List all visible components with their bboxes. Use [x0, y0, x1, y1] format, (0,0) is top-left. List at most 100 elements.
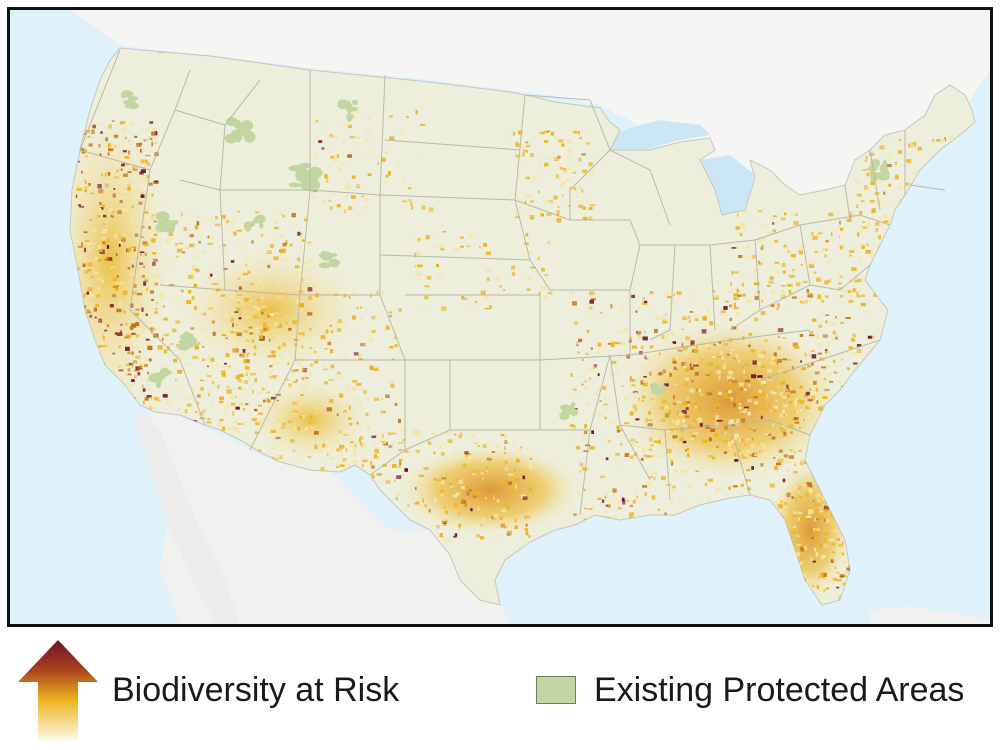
risk-speck [104, 220, 108, 223]
risk-speck [667, 454, 672, 459]
risk-speck [817, 499, 821, 503]
risk-speck [129, 248, 134, 251]
risk-speck [526, 288, 531, 291]
risk-speck [131, 323, 137, 328]
risk-speck [339, 394, 342, 398]
risk-speck [694, 318, 699, 321]
risk-speck [127, 187, 131, 191]
risk-speck [603, 403, 609, 406]
risk-speck [871, 208, 876, 213]
risk-speck [389, 115, 393, 118]
risk-speck [503, 479, 509, 483]
risk-speck [243, 359, 247, 364]
risk-speck [232, 323, 234, 328]
risk-speck [713, 295, 719, 298]
risk-speck [646, 481, 652, 486]
risk-speck [329, 133, 334, 138]
risk-speck [816, 528, 820, 531]
risk-speck [621, 385, 624, 388]
risk-speck [132, 291, 137, 295]
risk-speck [860, 179, 863, 184]
risk-speck [811, 387, 817, 391]
risk-speck [107, 258, 113, 261]
risk-speck [374, 449, 379, 454]
risk-speck [542, 296, 548, 301]
risk-speck [439, 533, 443, 538]
risk-speck [191, 265, 196, 269]
risk-speck [137, 139, 139, 143]
risk-speck [262, 286, 265, 291]
risk-speck [495, 274, 499, 279]
risk-speck [514, 525, 519, 530]
risk-speck [529, 217, 534, 220]
risk-speck [81, 152, 87, 156]
risk-speck [807, 294, 810, 298]
risk-speck [221, 214, 226, 219]
risk-speck [496, 499, 500, 503]
risk-speck [129, 333, 132, 338]
risk-speck [314, 407, 318, 410]
risk-speck [400, 429, 403, 433]
risk-speck [341, 308, 344, 312]
risk-speck [596, 337, 599, 340]
risk-speck [209, 380, 216, 384]
risk-speck [150, 396, 153, 400]
risk-speck [596, 350, 601, 354]
risk-speck [643, 376, 647, 378]
risk-speck [124, 156, 130, 159]
protected-area-patch [879, 163, 888, 174]
risk-speck [839, 551, 843, 555]
risk-speck [695, 470, 699, 472]
risk-speck [91, 129, 95, 135]
risk-speck [221, 330, 227, 334]
risk-speck [391, 432, 397, 435]
risk-speck [287, 362, 290, 365]
risk-speck [293, 425, 297, 430]
risk-speck [330, 395, 334, 400]
risk-speck [810, 350, 815, 352]
risk-speck [226, 219, 229, 224]
risk-speck [107, 238, 110, 243]
risk-speck [537, 163, 541, 167]
risk-speck [824, 254, 827, 258]
risk-speck [686, 453, 690, 457]
risk-speck [280, 248, 286, 254]
risk-speck [616, 342, 622, 345]
risk-speck [582, 216, 588, 221]
protected-area-patch [161, 370, 172, 376]
risk-speck [508, 473, 514, 476]
risk-speck [740, 274, 746, 278]
risk-speck [822, 396, 828, 399]
risk-speck [757, 393, 763, 397]
risk-speck [75, 185, 80, 188]
risk-speck [193, 283, 198, 288]
risk-speck [454, 449, 456, 452]
risk-speck [706, 392, 713, 396]
risk-speck [700, 452, 704, 457]
risk-speck [818, 406, 822, 411]
risk-speck [224, 409, 227, 414]
risk-speck [189, 243, 195, 248]
risk-speck [778, 328, 784, 333]
risk-speck [660, 406, 664, 410]
risk-speck [729, 317, 732, 321]
risk-speck [370, 461, 373, 466]
risk-speck [336, 413, 339, 417]
risk-speck [259, 418, 263, 424]
risk-speck [570, 393, 573, 396]
risk-speck [812, 560, 816, 563]
risk-speck [644, 355, 647, 360]
risk-speck [235, 406, 240, 410]
risk-speck [352, 315, 356, 320]
risk-speck [171, 257, 175, 260]
risk-speck [89, 294, 95, 298]
risk-speck [125, 363, 130, 367]
risk-speck [506, 530, 513, 536]
risk-speck [713, 412, 716, 416]
risk-speck [342, 195, 349, 198]
risk-speck [644, 305, 649, 308]
risk-speck [573, 388, 577, 392]
risk-speck [363, 206, 367, 210]
risk-speck [300, 402, 306, 405]
risk-speck [812, 235, 818, 240]
